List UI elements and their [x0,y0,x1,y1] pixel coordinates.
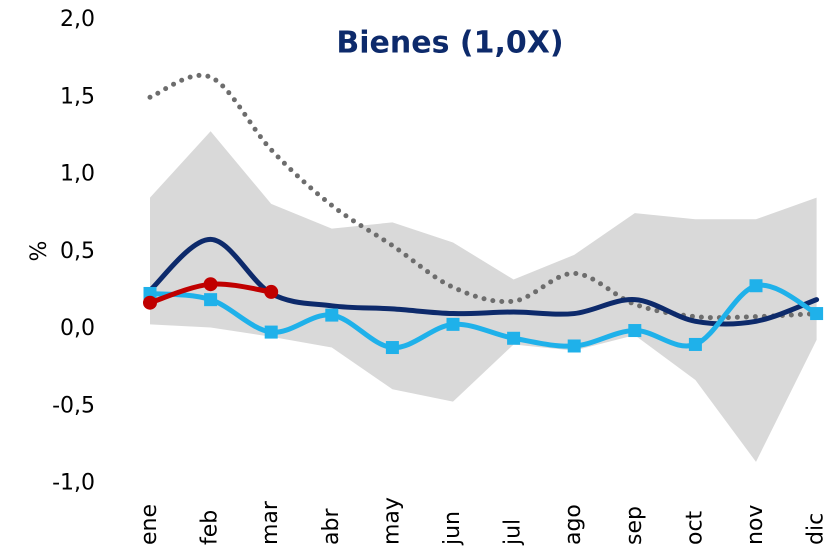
x-tick-label: nov [743,505,768,545]
marker [446,317,460,331]
marker [204,293,218,307]
marker [385,341,399,355]
x-tick-label: feb [198,510,223,545]
x-tick-label: mar [258,500,283,545]
marker [810,307,824,321]
y-tick-label: 0,5 [60,239,95,264]
x-tick-label: dic [804,513,829,545]
marker [749,279,763,293]
chart-title: Bienes (1,0X) [336,26,563,61]
x-tick-label: jul [501,519,526,546]
y-tick-label: 2,0 [60,7,95,32]
marker [628,324,642,338]
x-tick-label: sep [622,506,647,545]
x-tick-label: oct [682,510,707,545]
x-tick-label: ago [561,504,586,545]
marker [325,308,339,322]
y-tick-label: -1,0 [52,471,95,496]
marker [264,284,279,299]
x-tick-label: abr [319,508,344,545]
y-tick-label: 0,0 [60,316,95,341]
y-tick-label: 1,0 [60,162,95,187]
series-line [147,236,820,327]
y-tick-label: -0,5 [52,393,95,418]
x-tick-label: may [379,497,404,545]
marker [688,337,702,351]
x-tick-label: jun [440,511,465,546]
y-tick-label: 1,5 [60,84,95,109]
marker [203,277,218,292]
marker [143,295,157,310]
marker [567,339,581,353]
marker [507,331,521,345]
x-tick-label: ene [137,504,162,545]
marker [264,325,278,339]
y-axis-label: % [27,241,52,262]
